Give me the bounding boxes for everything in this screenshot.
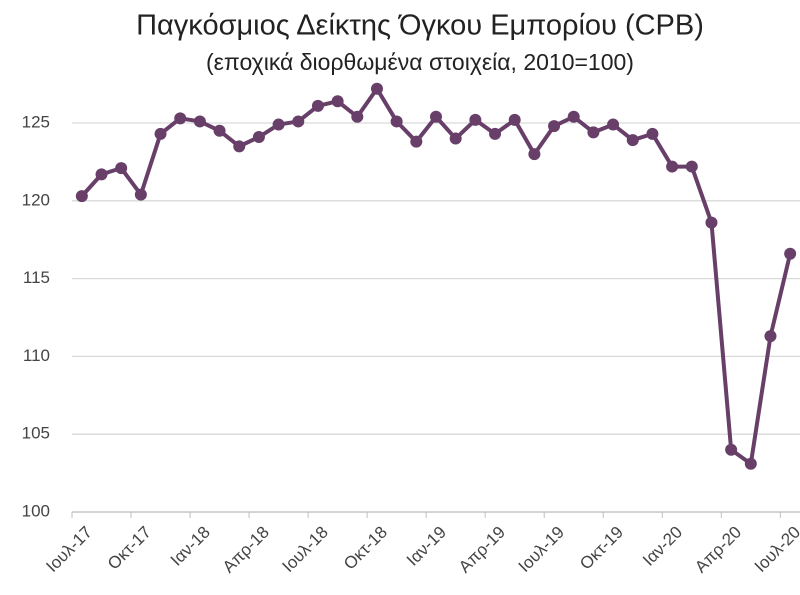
point	[685, 160, 698, 173]
point	[351, 110, 364, 123]
y-tick-label: 120	[22, 190, 50, 209]
point	[744, 457, 757, 470]
point	[193, 115, 206, 128]
point	[508, 113, 521, 126]
point	[528, 148, 541, 161]
point	[607, 118, 620, 131]
point	[292, 115, 305, 128]
point	[272, 118, 285, 131]
point	[233, 140, 246, 153]
point	[764, 330, 777, 343]
y-tick-label: 100	[22, 501, 50, 520]
x-tick-label: Ιαν-20	[639, 523, 686, 570]
chart-title: Παγκόσμιος Δείκτης Όγκου Εμπορίου (CPB)	[136, 10, 704, 42]
x-tick-label: Απρ-18	[219, 523, 273, 577]
x-tick-label: Ιαν-19	[403, 523, 450, 570]
point	[311, 99, 324, 112]
point	[252, 131, 265, 144]
point	[331, 95, 344, 108]
point	[705, 216, 718, 229]
point	[725, 443, 738, 456]
x-tick-label: Ιουλ-17	[42, 523, 95, 576]
point	[174, 112, 187, 125]
point	[784, 247, 797, 260]
point	[430, 110, 442, 123]
y-tick-label: 125	[22, 112, 50, 131]
point	[626, 134, 639, 147]
point	[548, 120, 561, 133]
x-tick-label: Απρ-20	[691, 523, 745, 577]
y-tick-label: 105	[22, 424, 50, 443]
x-tick-label: Απρ-19	[455, 523, 509, 577]
line	[80, 86, 793, 466]
point	[469, 113, 482, 126]
point	[154, 127, 167, 140]
point	[646, 127, 659, 140]
chart-subtitle: (εποχικά διορθωμένα στοιχεία, 2010=100)	[206, 49, 634, 75]
point	[489, 127, 502, 140]
point	[567, 110, 580, 123]
point	[95, 168, 108, 181]
x-tick-label: Ιαν-18	[167, 523, 214, 570]
point	[449, 132, 462, 145]
point	[666, 160, 679, 173]
point	[390, 115, 403, 128]
point	[134, 188, 147, 201]
x-tick-label: Ιουλ-20	[751, 523, 800, 576]
point	[75, 190, 88, 203]
point	[213, 124, 226, 137]
x-tick-label: Ιουλ-18	[279, 523, 332, 576]
point	[115, 162, 128, 175]
point	[370, 82, 383, 95]
point	[410, 135, 423, 148]
y-tick-label: 115	[23, 268, 50, 287]
x-tick-label: Οκτ-19	[576, 523, 627, 574]
x-tick-label: Οκτ-18	[340, 523, 391, 574]
point	[587, 126, 600, 139]
y-tick-label: 110	[23, 346, 50, 365]
x-tick-label: Οκτ-17	[104, 523, 155, 574]
x-tick-label: Ιουλ-19	[515, 523, 568, 576]
